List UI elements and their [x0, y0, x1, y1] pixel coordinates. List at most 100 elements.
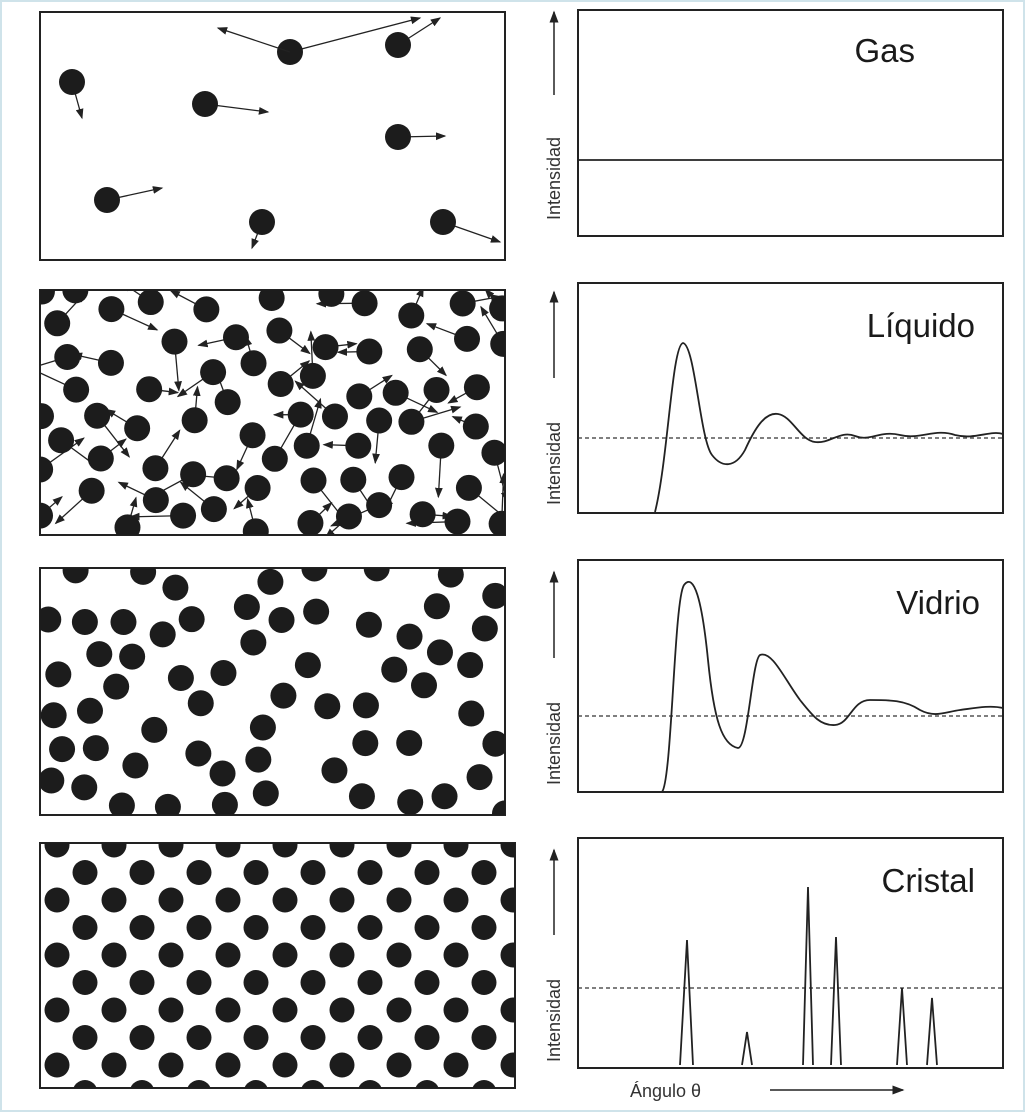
- velocity-arrow: [216, 27, 291, 53]
- particle: [437, 568, 464, 588]
- particle: [463, 374, 490, 401]
- particle: [471, 915, 497, 940]
- particle: [352, 692, 379, 719]
- particle: [301, 1080, 325, 1088]
- particle: [233, 593, 260, 620]
- particle: [329, 887, 355, 913]
- particle: [243, 860, 269, 885]
- particle: [272, 997, 298, 1023]
- particle: [214, 389, 241, 416]
- particle: [72, 860, 98, 885]
- particle: [300, 915, 326, 940]
- particle: [385, 124, 411, 150]
- particle: [40, 403, 54, 430]
- particle: [154, 793, 181, 815]
- particle: [443, 942, 469, 968]
- liquid-plot: [577, 282, 1004, 514]
- particle: [321, 757, 348, 784]
- particle: [414, 1025, 440, 1050]
- particle: [243, 915, 269, 940]
- particle: [415, 1080, 439, 1088]
- particle: [158, 942, 184, 968]
- particle: [303, 598, 330, 625]
- particle: [397, 789, 424, 815]
- particle: [49, 736, 76, 763]
- particle: [142, 455, 169, 482]
- particle: [287, 401, 314, 428]
- velocity-arrow: [40, 413, 42, 417]
- particle: [414, 970, 440, 995]
- particle: [249, 714, 276, 741]
- particle: [129, 860, 155, 885]
- particle: [312, 334, 339, 361]
- particle: [187, 690, 214, 717]
- particle: [396, 623, 423, 650]
- particle: [500, 942, 515, 968]
- particle: [86, 641, 113, 668]
- particle: [272, 942, 298, 968]
- particle: [471, 615, 498, 642]
- particle: [101, 1052, 127, 1078]
- particle: [252, 780, 279, 807]
- particle: [40, 290, 55, 305]
- particle: [355, 611, 382, 638]
- particle: [78, 477, 105, 504]
- particle: [200, 496, 227, 523]
- particle: [267, 371, 294, 398]
- particle: [352, 730, 379, 757]
- particle: [240, 350, 267, 377]
- particle: [443, 1052, 469, 1078]
- particle: [529, 915, 554, 940]
- particle: [500, 887, 515, 913]
- particle: [186, 1025, 212, 1050]
- particle: [366, 407, 393, 434]
- particle: [529, 1080, 554, 1105]
- particle: [414, 860, 440, 885]
- particle: [300, 467, 327, 494]
- particle: [406, 336, 433, 363]
- particle: [158, 887, 184, 913]
- particle: [443, 843, 469, 858]
- particle: [321, 403, 348, 430]
- particle: [431, 783, 458, 810]
- particle: [329, 997, 355, 1023]
- particle: [48, 427, 75, 454]
- particle: [346, 383, 373, 410]
- particle: [72, 915, 98, 940]
- particle: [396, 729, 423, 756]
- particle: [272, 843, 298, 858]
- particle: [490, 330, 505, 357]
- crystal-particles: [40, 843, 554, 1105]
- particle: [243, 970, 269, 995]
- particle: [71, 609, 98, 636]
- particle: [261, 445, 288, 472]
- particle: [181, 407, 208, 434]
- crystal-peaks: [679, 886, 938, 1066]
- particle: [186, 860, 212, 885]
- particle: [423, 593, 450, 620]
- particle: [293, 432, 320, 459]
- particle: [209, 760, 236, 787]
- particle: [162, 574, 189, 601]
- particle: [119, 643, 146, 670]
- particle: [40, 869, 41, 876]
- particle: [103, 673, 130, 700]
- particle: [72, 1025, 98, 1050]
- particle: [356, 338, 383, 365]
- particle: [423, 376, 450, 403]
- particle: [398, 302, 425, 329]
- particle: [266, 317, 293, 344]
- particle: [481, 439, 505, 466]
- particle: [385, 32, 411, 58]
- particle: [358, 1080, 382, 1088]
- particle: [97, 349, 124, 376]
- particle: [244, 474, 271, 501]
- glass-plot: [577, 559, 1004, 793]
- crystal-plot: [577, 837, 1004, 1069]
- particle: [411, 672, 438, 699]
- axis-arrows: [549, 10, 905, 1095]
- liquid-curve: [654, 342, 1004, 513]
- particle: [245, 746, 272, 773]
- particle: [44, 997, 70, 1023]
